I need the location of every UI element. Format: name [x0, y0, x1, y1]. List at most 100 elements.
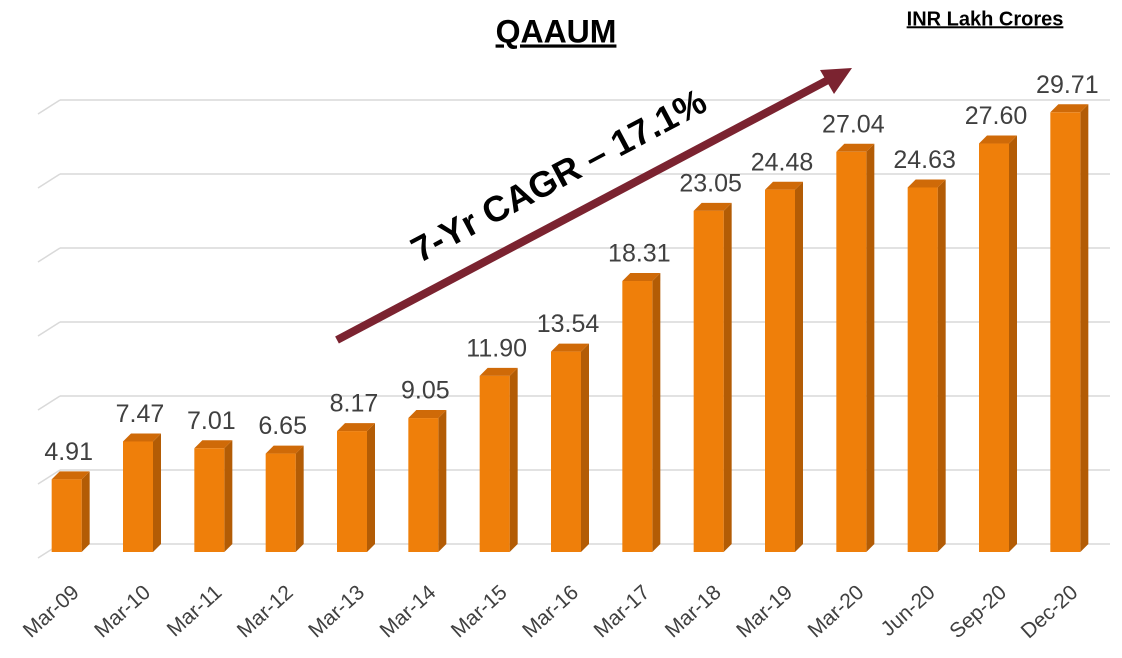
bar-top — [693, 202, 732, 211]
bar-front — [551, 351, 581, 552]
value-label: 8.17 — [330, 390, 379, 418]
grid-line — [37, 247, 1110, 263]
value-label: 11.90 — [466, 334, 527, 362]
bar-front — [907, 187, 938, 552]
bar-front — [693, 210, 724, 553]
bar-top — [622, 273, 661, 282]
bar — [408, 410, 447, 552]
bar — [1050, 104, 1089, 553]
grid-line — [37, 173, 1110, 189]
value-label: 23.05 — [679, 169, 742, 197]
bar-top — [836, 143, 875, 152]
bar-side — [153, 433, 161, 552]
bar-side — [652, 273, 661, 552]
grid-line-side — [37, 247, 61, 263]
chart-title: QAAUM — [496, 13, 617, 49]
x-tick-label: Jun-20 — [877, 581, 940, 641]
grid-line-side — [37, 395, 61, 411]
value-label: 24.48 — [751, 148, 814, 176]
grid-line-side — [37, 173, 61, 189]
grid-line — [37, 99, 1110, 115]
value-label: 27.60 — [965, 102, 1028, 130]
x-tick-label: Mar-19 — [732, 581, 797, 643]
bar-side — [81, 471, 90, 552]
bar-side — [723, 202, 732, 553]
bar-side — [1080, 104, 1089, 553]
bar — [907, 179, 946, 552]
bar-side — [937, 179, 946, 552]
value-label: 18.31 — [608, 240, 671, 268]
arrow-head — [820, 68, 852, 94]
bar — [622, 273, 661, 552]
bar-top — [907, 179, 946, 188]
bar-top — [551, 343, 589, 352]
bar-side — [1009, 135, 1017, 552]
x-tick-label: Sep-20 — [945, 581, 1011, 643]
bar — [836, 143, 875, 553]
arrow-shaft — [335, 76, 830, 344]
bar-side — [866, 143, 875, 553]
value-label: 24.63 — [893, 146, 956, 174]
bar-top — [123, 433, 161, 442]
bar-front — [1050, 112, 1081, 553]
x-tick-label: Mar-14 — [376, 581, 441, 643]
bar-top — [408, 410, 447, 419]
grid-line-side — [37, 469, 61, 485]
bar — [337, 423, 375, 552]
x-tick-label: Mar-17 — [590, 581, 655, 643]
bar-front — [51, 479, 82, 552]
bar-top — [765, 181, 803, 190]
value-label: 4.91 — [44, 438, 93, 466]
bar-front — [979, 143, 1009, 552]
bar-top — [479, 367, 518, 376]
bar-side — [224, 440, 233, 552]
value-label: 6.65 — [258, 412, 307, 440]
bar-front — [194, 448, 225, 552]
bar-front — [479, 375, 510, 552]
grid-line-side — [37, 99, 61, 115]
x-tick-label: Mar-18 — [661, 581, 726, 643]
bar — [194, 440, 233, 552]
value-label: 7.47 — [116, 400, 165, 428]
bar-front — [836, 151, 867, 553]
bar-front — [765, 189, 795, 553]
unit-label: INR Lakh Crores — [907, 8, 1064, 30]
bars: 4.91 7.47 7.01 6.65 8.17 9.05 11.90 13.54 18.31 2… — [44, 71, 1099, 553]
x-tick-label: Mar-20 — [804, 581, 869, 643]
grid-line-side — [37, 321, 61, 337]
bar — [693, 202, 732, 553]
bar-top — [194, 440, 233, 449]
bar-top — [1050, 104, 1089, 113]
bar-front — [337, 431, 367, 552]
bar — [265, 445, 304, 552]
value-label: 13.54 — [537, 310, 600, 338]
bar — [765, 181, 803, 553]
value-label: 27.04 — [822, 110, 885, 138]
bar-top — [979, 135, 1017, 144]
x-tick-label: Mar-15 — [447, 581, 512, 643]
bar-front — [408, 418, 439, 552]
bar — [123, 433, 161, 552]
bar — [479, 367, 518, 552]
bar-top — [337, 423, 375, 432]
bar — [551, 343, 589, 552]
bar-front — [123, 441, 153, 552]
bar-front — [265, 453, 296, 552]
x-tick-label: Mar-16 — [518, 581, 583, 643]
bar-side — [295, 445, 304, 552]
bar-side — [795, 181, 803, 553]
value-label: 29.71 — [1036, 71, 1099, 99]
bar — [51, 471, 90, 552]
bar-side — [438, 410, 447, 552]
bar-side — [581, 343, 589, 552]
x-tick-label: Mar-13 — [304, 581, 369, 643]
cagr-arrow — [335, 68, 852, 344]
x-tick-label: Dec-20 — [1017, 581, 1083, 643]
bar-top — [51, 471, 90, 480]
value-label: 7.01 — [187, 407, 236, 435]
bar-side — [509, 367, 518, 552]
bar-front — [622, 281, 653, 552]
x-tick-label: Mar-09 — [19, 581, 84, 643]
x-tick-label: Mar-12 — [233, 581, 298, 643]
